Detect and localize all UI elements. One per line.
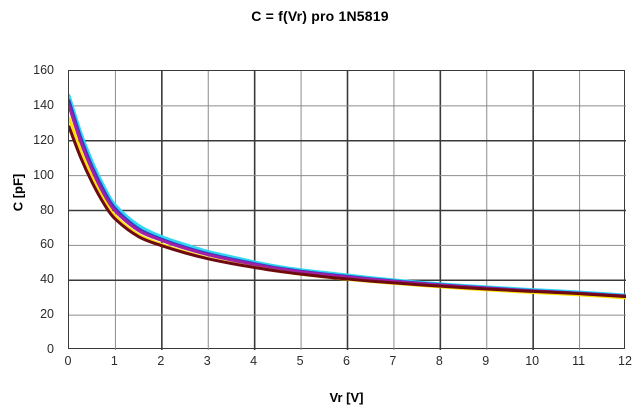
y-tick-label: 140 (33, 97, 54, 112)
y-tick-label: 100 (33, 167, 54, 182)
y-tick-label: 120 (33, 132, 54, 147)
x-tick-label: 8 (435, 354, 443, 368)
y-tick-label: 160 (33, 63, 54, 77)
x-tick-label: 3 (203, 354, 211, 368)
x-tick-label: 5 (296, 354, 304, 368)
x-axis-tick-labels: 0 1 2 3 4 5 6 7 8 9 10 11 12 (64, 354, 632, 374)
x-tick-label: 7 (389, 354, 397, 368)
data-series-layer (69, 93, 626, 300)
plot-area (68, 70, 626, 350)
series-line (69, 125, 626, 299)
chart-title: C = f(Vr) pro 1N5819 (251, 8, 389, 24)
y-tick-label: 20 (40, 307, 54, 322)
x-tick-label: 2 (157, 354, 165, 368)
chart-plot-svg (69, 71, 626, 350)
x-tick-label: 1 (110, 354, 118, 368)
y-axis-tick-labels: 0 20 40 60 80 100 120 140 160 (0, 63, 62, 356)
x-tick-label: 4 (250, 354, 258, 368)
x-tick-label: 12 (618, 354, 632, 368)
y-tick-label: 80 (40, 202, 54, 217)
gridlines (69, 71, 626, 350)
y-tick-label: 40 (40, 272, 54, 287)
x-tick-label: 10 (525, 354, 540, 368)
x-tick-label: 11 (572, 354, 586, 368)
y-tick-label: 60 (40, 237, 54, 252)
x-tick-label: 0 (64, 354, 72, 368)
x-tick-label: 9 (482, 354, 490, 368)
x-axis-title: Vr [V] (329, 390, 364, 405)
x-tick-label: 6 (343, 354, 350, 368)
y-tick-label: 0 (47, 342, 54, 356)
